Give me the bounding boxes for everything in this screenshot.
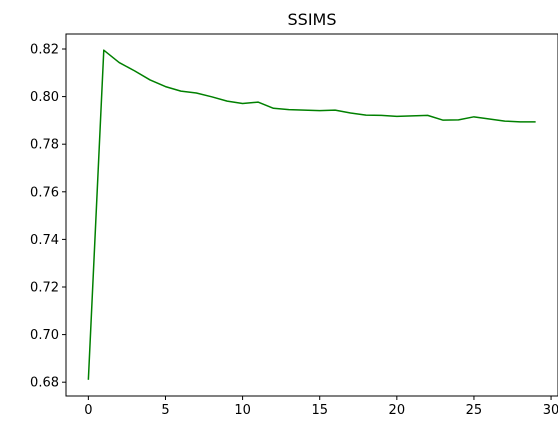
y-tick-label: 0.72 — [30, 280, 59, 295]
y-tick-label: 0.70 — [30, 328, 59, 343]
y-tick-label: 0.78 — [30, 138, 59, 153]
chart-title: SSIMS — [288, 10, 337, 29]
x-tick-label: 5 — [161, 403, 169, 418]
y-tick-label: 0.80 — [30, 90, 59, 105]
x-tick-label: 25 — [466, 403, 483, 418]
y-tick-label: 0.74 — [30, 233, 59, 248]
y-tick-label: 0.68 — [30, 376, 59, 391]
y-tick-label: 0.82 — [30, 42, 59, 57]
x-tick-label: 30 — [543, 403, 558, 418]
x-tick-label: 10 — [234, 403, 251, 418]
x-tick-label: 20 — [389, 403, 406, 418]
y-tick-label: 0.76 — [30, 185, 59, 200]
x-tick-label: 15 — [311, 403, 328, 418]
x-tick-label: 0 — [84, 403, 92, 418]
